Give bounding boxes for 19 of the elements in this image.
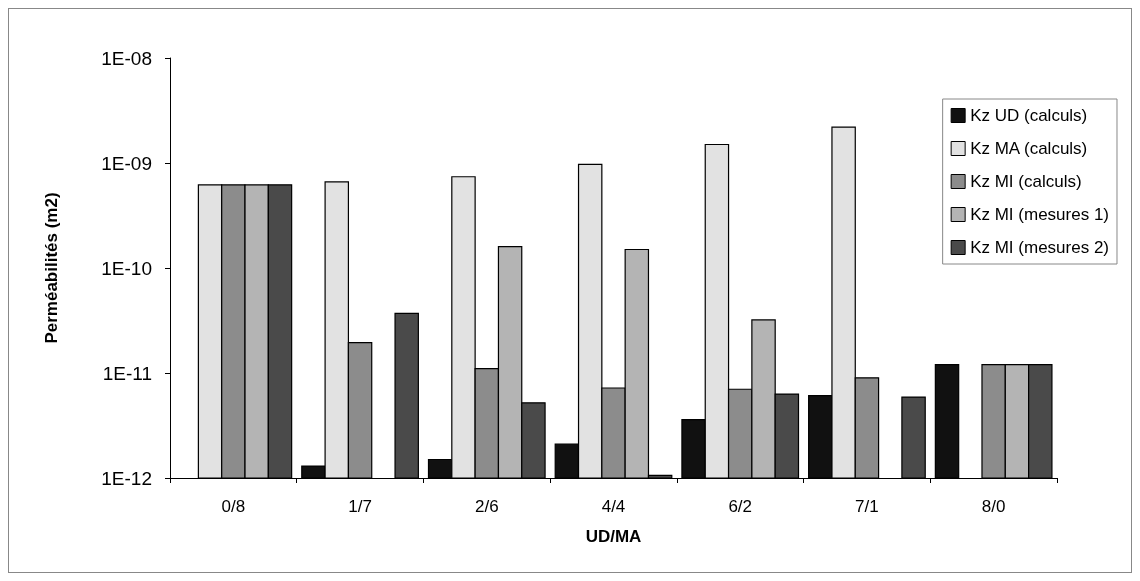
x-axis-title: UD/MA	[585, 527, 642, 546]
y-tick-label: 1E-10	[101, 257, 152, 279]
x-tick-label: 4/4	[601, 497, 626, 516]
legend-label: Kz MI (calculs)	[970, 172, 1082, 191]
y-tick-label: 1E-12	[101, 467, 152, 489]
y-axis-title: Perméabilités (m2)	[42, 192, 61, 344]
x-tick-label: 1/7	[348, 497, 372, 516]
y-tick-label: 1E-08	[101, 47, 152, 69]
legend-label: Kz UD (calculs)	[970, 106, 1088, 125]
y-tick-label: 1E-09	[101, 152, 152, 174]
x-tick-label: 8/0	[981, 497, 1006, 516]
x-tick-label: 6/2	[728, 497, 753, 516]
x-tick-label: 2/6	[474, 497, 499, 516]
legend-label: Kz MI (mesures 2)	[970, 238, 1109, 257]
x-tick-label: 7/1	[855, 497, 879, 516]
y-tick-label: 1E-11	[102, 362, 152, 384]
legend-label: Kz MA (calculs)	[970, 139, 1088, 158]
legend-label: Kz MI (mesures 1)	[970, 205, 1109, 224]
x-tick-label: 0/8	[221, 497, 246, 516]
